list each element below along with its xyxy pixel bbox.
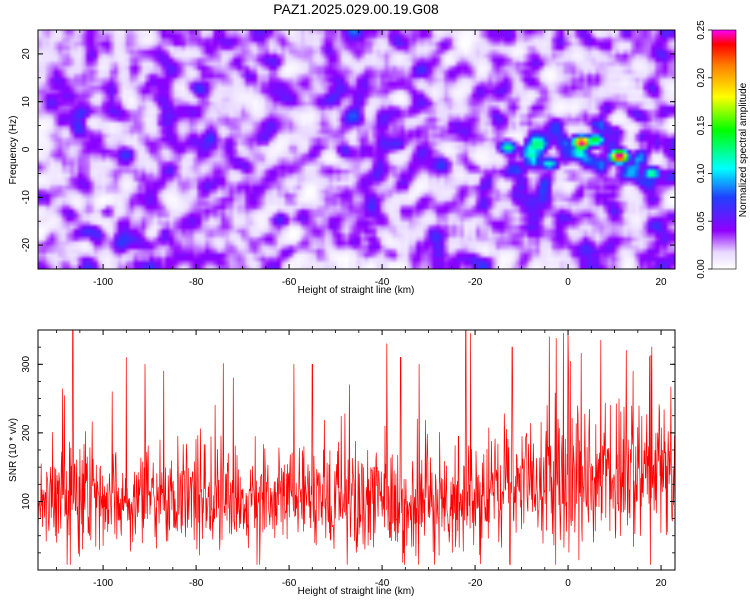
snr-y-ticks: 100 200 300 — [21, 329, 675, 571]
snr-x-tick-label: -80 — [189, 578, 204, 589]
heatmap-y-tick-label: 0 — [21, 146, 32, 152]
colorbar-tick-label: 0.20 — [696, 68, 707, 88]
snr-x-tick-label: -40 — [375, 578, 390, 589]
heatmap-x-tick-label: -80 — [189, 277, 204, 288]
colorbar-tick-label: 0.05 — [696, 211, 707, 231]
heatmap-y-ticks: -20 -10 0 10 20 — [21, 29, 675, 270]
heatmap-y-tick-label: -10 — [21, 190, 32, 205]
heatmap-x-tick-label: -40 — [375, 277, 390, 288]
heatmap-x-tick-label: -20 — [468, 277, 483, 288]
colorbar-tick-label: 0.00 — [696, 259, 707, 279]
colorbar-label: Normalized spectral amplitude — [738, 82, 749, 217]
snr-x-tick-label: -60 — [282, 578, 297, 589]
figure-title: PAZ1.2025.029.00.19.G08 — [273, 1, 439, 17]
heatmap-x-tick-label: -100 — [93, 277, 113, 288]
colorbar-tick-label: 0.15 — [696, 115, 707, 135]
heatmap-x-tick-label: -60 — [282, 277, 297, 288]
snr-y-axis-label: SNR (10 * v/v) — [8, 418, 19, 482]
heatmap-y-axis-label: Frequency (Hz) — [8, 116, 19, 185]
heatmap-image — [38, 30, 675, 269]
colorbar: 0.00 0.05 0.10 0.15 0.20 0.25 Normalized spec… — [696, 20, 749, 279]
heatmap-y-tick-label: -20 — [21, 237, 32, 252]
snr-x-axis-label: Height of straight line (km) — [298, 586, 415, 597]
snr-panel: -100 -80 -60 -40 -20 0 20 100 200 300 Height of … — [8, 329, 676, 597]
snr-x-ticks: -100 -80 -60 -40 -20 0 20 — [56, 330, 667, 589]
snr-y-tick-label: 200 — [21, 424, 32, 441]
heatmap-x-tick-label: 0 — [565, 277, 571, 288]
heatmap-x-tick-label: 20 — [655, 277, 667, 288]
snr-series-line — [38, 330, 675, 565]
snr-y-tick-label: 100 — [21, 493, 32, 510]
heatmap-y-tick-label: 20 — [21, 48, 32, 60]
colorbar-ticks: 0.00 0.05 0.10 0.15 0.20 0.25 — [696, 20, 712, 279]
snr-x-tick-label: -100 — [93, 578, 113, 589]
colorbar-tick-label: 0.10 — [696, 163, 707, 183]
snr-x-tick-label: -20 — [468, 578, 483, 589]
heatmap-y-tick-label: 10 — [21, 96, 32, 108]
snr-y-tick-label: 300 — [21, 356, 32, 373]
snr-x-tick-label: 0 — [565, 578, 571, 589]
colorbar-gradient — [711, 29, 737, 270]
heatmap-x-ticks: -100 -80 -60 -40 -20 0 20 — [56, 30, 667, 288]
snr-x-tick-label: 20 — [655, 578, 667, 589]
heatmap-x-axis-label: Height of straight line (km) — [298, 285, 415, 296]
colorbar-tick-label: 0.25 — [696, 20, 707, 40]
